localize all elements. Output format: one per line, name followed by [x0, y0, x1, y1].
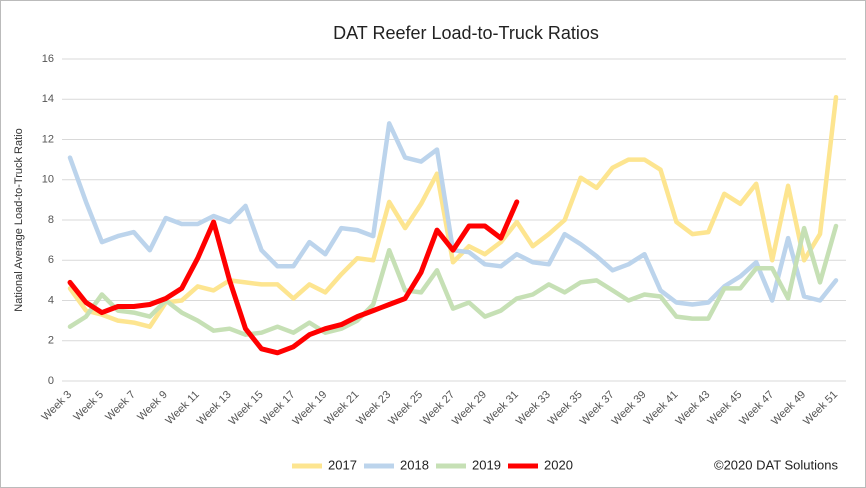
legend-label: 2019: [472, 457, 501, 472]
y-tick-label: 0: [48, 375, 54, 387]
chart-title: DAT Reefer Load-to-Truck Ratios: [333, 23, 599, 43]
legend-label: 2020: [544, 457, 573, 472]
legend-label: 2018: [400, 457, 429, 472]
series-line: [67, 199, 520, 356]
y-tick-label: 12: [42, 133, 54, 145]
y-tick-label: 16: [42, 53, 54, 65]
y-tick-label: 14: [42, 93, 54, 105]
y-tick-label: 8: [48, 214, 54, 226]
y-tick-label: 4: [48, 294, 54, 306]
y-tick-label: 10: [42, 174, 54, 186]
legend-label: 2017: [328, 457, 357, 472]
series-line: [67, 223, 839, 337]
y-tick-label: 6: [48, 254, 54, 266]
y-axis-label: National Average Load-to-Truck Ratio: [13, 128, 25, 311]
series-line: [67, 94, 839, 329]
credit: ©2020 DAT Solutions: [714, 457, 839, 472]
y-tick-label: 2: [48, 335, 54, 347]
